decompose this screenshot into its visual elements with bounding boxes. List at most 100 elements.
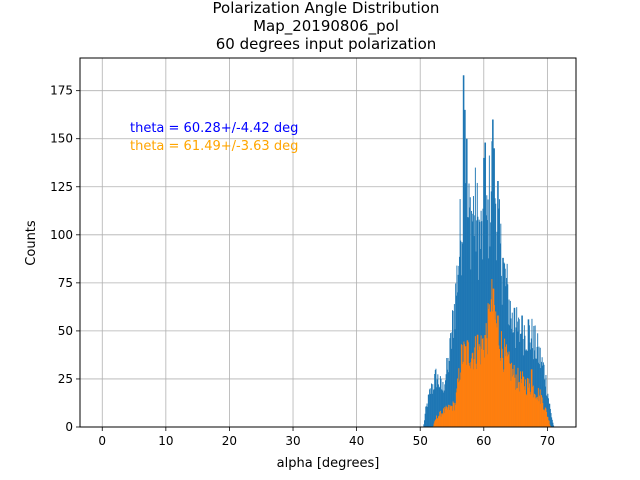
histogram-bar-series-2 (450, 406, 452, 427)
histogram-bars (423, 75, 555, 428)
histogram-bar-series-1 (536, 346, 538, 427)
histogram-bar-series-2 (479, 364, 481, 427)
histogram-bar-series-2 (487, 303, 489, 427)
histogram-bar-series-1 (514, 307, 516, 427)
x-tick-label: 0 (98, 434, 106, 448)
histogram-bar-series-2 (542, 402, 544, 427)
histogram-bar-series-1 (488, 155, 490, 427)
histogram-bar-series-1 (458, 265, 460, 427)
histogram-bar-series-1 (439, 376, 441, 427)
histogram-bar-series-1 (465, 183, 467, 427)
histogram-bar-series-2 (519, 391, 521, 427)
histogram-bar-series-1 (466, 138, 468, 427)
histogram-bar-series-1 (424, 413, 426, 427)
histogram-bar-series-1 (445, 380, 446, 427)
histogram-bar-series-1 (502, 257, 504, 428)
histogram-bar-series-1 (538, 346, 540, 427)
histogram-bar-series-1 (481, 221, 483, 427)
histogram-bar-series-1 (448, 360, 450, 427)
histogram-bar-series-1 (497, 181, 499, 427)
histogram-bar-series-1 (473, 236, 475, 427)
histogram-bar-series-1 (498, 208, 500, 427)
histogram-bar-series-2 (493, 305, 495, 427)
y-tick-label: 0 (65, 420, 73, 434)
histogram-bar-series-1 (427, 394, 429, 427)
histogram-bar-series-2 (451, 406, 453, 427)
histogram-bar-series-2 (472, 369, 474, 427)
histogram-bar-series-2 (490, 311, 492, 427)
x-tick-label: 60 (476, 434, 491, 448)
histogram-bar-series-2 (534, 394, 536, 427)
histogram-bar-series-1 (545, 374, 547, 427)
histogram-bar-series-1 (539, 347, 541, 427)
histogram-bar-series-2 (506, 352, 508, 427)
histogram-bar-series-1 (528, 319, 530, 428)
histogram-bar-series-2 (436, 415, 438, 427)
histogram-bar-series-1 (548, 403, 550, 427)
histogram-bar-series-2 (549, 424, 551, 427)
histogram-bar-series-2 (498, 345, 500, 427)
x-tick-label: 40 (349, 434, 364, 448)
histogram-bar-series-2 (488, 304, 490, 427)
histogram-bar-series-1 (544, 379, 546, 427)
histogram-bar-series-1 (441, 390, 443, 427)
histogram-bar-series-2 (479, 346, 481, 427)
histogram-bar-series-2 (504, 338, 506, 427)
histogram-bar-series-2 (537, 387, 539, 427)
histogram-bar-series-2 (496, 327, 498, 427)
histogram-bar-series-2 (452, 410, 453, 427)
histogram-bar-series-2 (445, 405, 447, 427)
histogram-bar-series-1 (426, 403, 428, 427)
histogram-bar-series-2 (520, 383, 522, 427)
histogram-bar-series-2 (475, 363, 477, 427)
histogram-bar-series-1 (467, 217, 469, 427)
histogram-bar-series-2 (471, 353, 473, 427)
histogram-bar-series-1 (448, 372, 450, 427)
histogram-bar-series-1 (523, 325, 525, 427)
x-tick-label: 10 (158, 434, 173, 448)
y-tick-label: 125 (50, 180, 73, 194)
histogram-bar-series-2 (437, 418, 439, 427)
histogram-bar-series-1 (527, 319, 529, 428)
histogram-bar-series-2 (534, 393, 535, 427)
x-tick-label: 50 (413, 434, 428, 448)
histogram-bar-series-1 (479, 221, 481, 427)
histogram-bar-series-2 (535, 398, 537, 427)
histogram-bar-series-2 (484, 335, 486, 427)
histogram-bar-series-2 (547, 417, 549, 427)
histogram-bar-series-2 (502, 372, 504, 427)
histogram-bar-series-1 (542, 362, 544, 427)
histogram-bar-series-2 (457, 378, 459, 427)
y-tick-label: 75 (58, 276, 73, 290)
chart-title-line-1: Polarization Angle Distribution (213, 0, 440, 17)
histogram-bar-series-1 (518, 317, 520, 427)
histogram-bar-series-2 (453, 402, 455, 427)
histogram-bar-series-2 (530, 394, 532, 427)
histogram-bar-series-2 (454, 403, 456, 427)
histogram-bar-series-2 (513, 365, 515, 427)
histogram-bar-series-2 (477, 334, 479, 427)
histogram-bar-series-1 (552, 422, 554, 427)
histogram-bar-series-2 (435, 419, 437, 427)
histogram-bar-series-1 (429, 388, 431, 427)
histogram-bar-series-2 (538, 401, 540, 427)
y-axis-label: Counts (24, 220, 39, 266)
histogram-bar-series-1 (497, 181, 499, 427)
histogram-bar-series-2 (436, 418, 438, 427)
histogram-bar-series-1 (542, 365, 544, 427)
histogram-bar-series-2 (541, 397, 543, 427)
histogram-bar-series-1 (450, 333, 452, 427)
histogram-bar-series-2 (512, 368, 514, 427)
histogram-bar-series-2 (450, 405, 452, 427)
histogram-bar-series-1 (452, 310, 454, 427)
histogram-bar-series-2 (480, 335, 482, 427)
histogram-bar-series-2 (541, 395, 542, 427)
histogram-bar-series-1 (453, 304, 455, 427)
histogram-bar-series-1 (472, 213, 474, 427)
histogram-bar-series-1 (510, 318, 512, 427)
histogram-bar-series-1 (425, 406, 427, 427)
histogram-bar-series-1 (551, 419, 553, 427)
histogram-bar-series-2 (516, 388, 518, 427)
histogram-bar-series-2 (546, 411, 548, 427)
